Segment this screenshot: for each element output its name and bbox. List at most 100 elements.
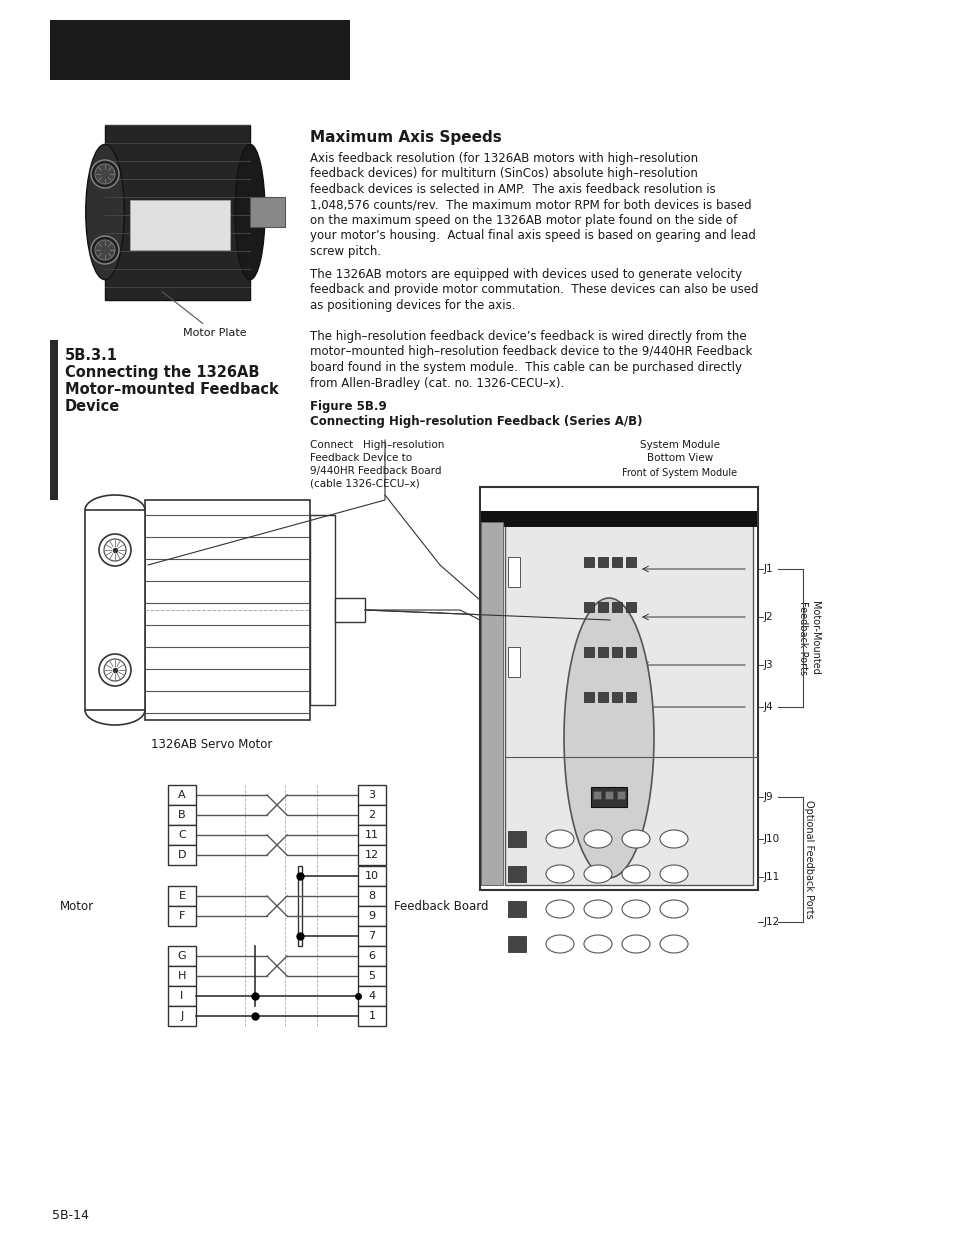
Bar bbox=[357, 966, 386, 986]
Ellipse shape bbox=[545, 864, 574, 883]
Bar bbox=[105, 125, 250, 300]
Text: 4: 4 bbox=[368, 990, 375, 1002]
Text: 3: 3 bbox=[368, 790, 375, 800]
Text: feedback devices) for multiturn (SinCos) absolute high–resolution: feedback devices) for multiturn (SinCos)… bbox=[310, 168, 698, 180]
Text: J: J bbox=[180, 1011, 183, 1021]
Bar bbox=[625, 647, 636, 657]
Bar bbox=[297, 866, 302, 946]
Text: The 1326AB motors are equipped with devices used to generate velocity: The 1326AB motors are equipped with devi… bbox=[310, 268, 741, 282]
Bar bbox=[60, 110, 285, 315]
Text: H: H bbox=[177, 971, 186, 981]
Text: as positioning devices for the axis.: as positioning devices for the axis. bbox=[310, 299, 515, 312]
Bar bbox=[357, 946, 386, 966]
Text: 5: 5 bbox=[368, 971, 375, 981]
Bar bbox=[310, 515, 335, 705]
Text: screw pitch.: screw pitch. bbox=[310, 245, 381, 258]
Text: board found in the system module.  This cable can be purchased directly: board found in the system module. This c… bbox=[310, 361, 741, 374]
Text: Connect   High–resolution: Connect High–resolution bbox=[310, 440, 444, 450]
Text: 9: 9 bbox=[368, 911, 375, 921]
Text: J2: J2 bbox=[763, 613, 773, 622]
Text: B: B bbox=[178, 810, 186, 820]
Text: 5B-14: 5B-14 bbox=[52, 1209, 89, 1221]
Bar bbox=[507, 647, 519, 677]
Text: Connecting High–resolution Feedback (Series A/B): Connecting High–resolution Feedback (Ser… bbox=[310, 415, 641, 429]
Ellipse shape bbox=[563, 598, 654, 878]
Text: J12: J12 bbox=[763, 918, 780, 927]
Text: Feedback Device to: Feedback Device to bbox=[310, 453, 412, 463]
Bar bbox=[50, 340, 58, 500]
Text: 1: 1 bbox=[368, 1011, 375, 1021]
Bar bbox=[85, 510, 145, 710]
Bar bbox=[168, 1007, 195, 1026]
Ellipse shape bbox=[659, 935, 687, 953]
Text: your motor’s housing.  Actual final axis speed is based on gearing and lead: your motor’s housing. Actual final axis … bbox=[310, 230, 755, 242]
Bar bbox=[507, 902, 525, 918]
Text: I: I bbox=[180, 990, 183, 1002]
Bar bbox=[625, 557, 636, 567]
Ellipse shape bbox=[583, 935, 612, 953]
Bar bbox=[357, 785, 386, 805]
Bar bbox=[612, 647, 621, 657]
Ellipse shape bbox=[95, 240, 115, 261]
Text: 10: 10 bbox=[365, 871, 378, 881]
Text: Motor Plate: Motor Plate bbox=[162, 291, 247, 338]
Bar bbox=[168, 825, 195, 845]
Ellipse shape bbox=[621, 864, 649, 883]
Bar bbox=[612, 601, 621, 613]
Text: 7: 7 bbox=[368, 931, 375, 941]
Ellipse shape bbox=[95, 164, 115, 184]
Ellipse shape bbox=[234, 144, 265, 279]
Bar bbox=[168, 946, 195, 966]
Bar bbox=[593, 790, 600, 799]
Text: The high–resolution feedback device’s feedback is wired directly from the: The high–resolution feedback device’s fe… bbox=[310, 330, 746, 343]
Bar bbox=[168, 986, 195, 1007]
Text: G: G bbox=[177, 951, 186, 961]
Text: F: F bbox=[178, 911, 185, 921]
Ellipse shape bbox=[621, 830, 649, 848]
Text: 5B.3.1: 5B.3.1 bbox=[65, 348, 118, 363]
Bar bbox=[583, 601, 594, 613]
Text: System Module: System Module bbox=[639, 440, 720, 450]
Bar bbox=[168, 966, 195, 986]
Bar bbox=[357, 866, 386, 885]
Ellipse shape bbox=[99, 655, 131, 685]
Bar bbox=[479, 487, 758, 890]
Bar bbox=[50, 20, 350, 80]
Bar bbox=[168, 785, 195, 805]
Text: feedback and provide motor commutation.  These devices can also be used: feedback and provide motor commutation. … bbox=[310, 284, 758, 296]
Bar bbox=[583, 692, 594, 701]
Bar bbox=[168, 805, 195, 825]
Bar bbox=[507, 831, 525, 847]
Text: J10: J10 bbox=[763, 834, 780, 844]
Text: Motor: Motor bbox=[60, 899, 94, 913]
Bar bbox=[617, 790, 624, 799]
Text: Maximum Axis Speeds: Maximum Axis Speeds bbox=[310, 130, 501, 144]
Bar bbox=[507, 866, 525, 882]
Bar bbox=[598, 557, 607, 567]
Text: 9/440HR Feedback Board: 9/440HR Feedback Board bbox=[310, 466, 441, 475]
Text: 9/440HR CNC/Drive System: 9/440HR CNC/Drive System bbox=[62, 62, 206, 72]
Text: on the maximum speed on the 1326AB motor plate found on the side of: on the maximum speed on the 1326AB motor… bbox=[310, 214, 737, 227]
Text: J9: J9 bbox=[763, 792, 773, 802]
Ellipse shape bbox=[621, 935, 649, 953]
Bar bbox=[357, 825, 386, 845]
Bar bbox=[583, 557, 594, 567]
Bar bbox=[604, 790, 613, 799]
Bar bbox=[612, 557, 621, 567]
Bar bbox=[145, 500, 310, 720]
Text: Figure 5B.9: Figure 5B.9 bbox=[310, 400, 386, 412]
Ellipse shape bbox=[545, 830, 574, 848]
Text: Motor–mounted Feedback: Motor–mounted Feedback bbox=[65, 382, 278, 396]
Text: from Allen-Bradley (cat. no. 1326-CECU–x).: from Allen-Bradley (cat. no. 1326-CECU–x… bbox=[310, 377, 563, 389]
Text: C: C bbox=[178, 830, 186, 840]
Bar bbox=[625, 692, 636, 701]
Bar bbox=[130, 200, 230, 249]
Text: Axis feedback resolution (for 1326AB motors with high–resolution: Axis feedback resolution (for 1326AB mot… bbox=[310, 152, 698, 165]
Text: 8: 8 bbox=[368, 890, 375, 902]
Bar bbox=[357, 926, 386, 946]
Bar bbox=[168, 906, 195, 926]
Ellipse shape bbox=[583, 864, 612, 883]
Text: feedback devices is selected in AMP.  The axis feedback resolution is: feedback devices is selected in AMP. The… bbox=[310, 183, 715, 196]
Bar bbox=[357, 845, 386, 864]
Ellipse shape bbox=[659, 900, 687, 918]
